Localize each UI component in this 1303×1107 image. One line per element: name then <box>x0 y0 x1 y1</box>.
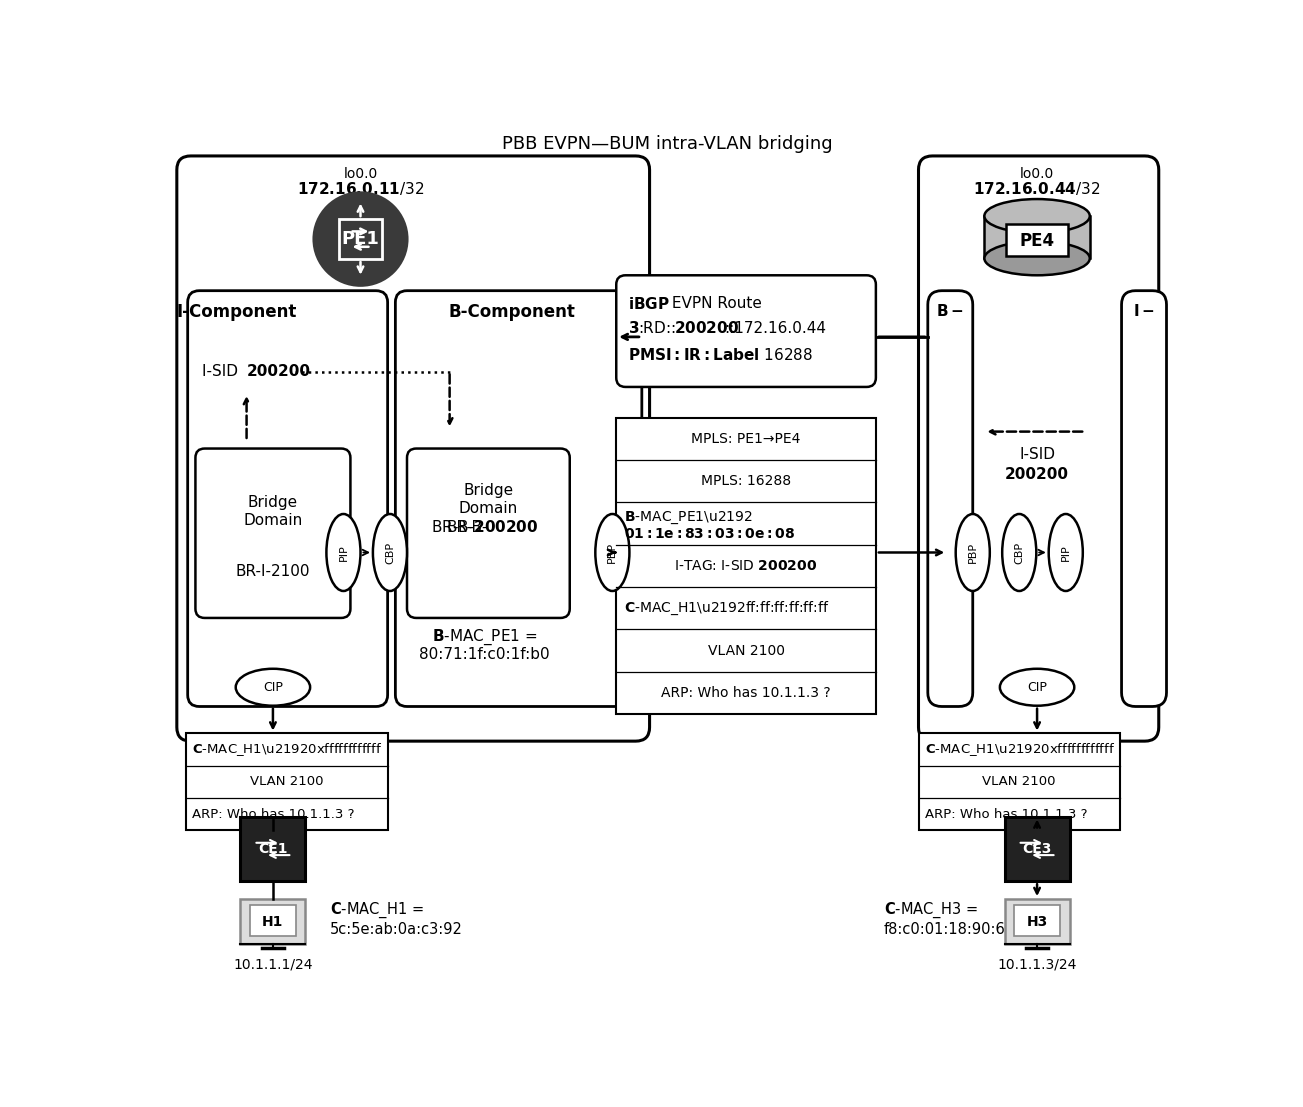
Text: PIP: PIP <box>339 545 348 561</box>
Text: $\bf{B-}$: $\bf{B-}$ <box>937 303 964 320</box>
Bar <box>339 219 382 259</box>
Text: B-Component: B-Component <box>448 303 575 321</box>
FancyBboxPatch shape <box>616 276 876 387</box>
Text: $\bf{01:1e:83:03:0e:08}$: $\bf{01:1e:83:03:0e:08}$ <box>624 527 795 541</box>
Text: $\bf{iBGP}$: $\bf{iBGP}$ <box>628 296 670 312</box>
Text: CBP: CBP <box>1014 541 1024 563</box>
Bar <box>240 817 305 881</box>
Text: Domain: Domain <box>244 513 302 528</box>
Bar <box>1005 899 1070 943</box>
Ellipse shape <box>236 669 310 706</box>
Ellipse shape <box>984 241 1089 276</box>
Bar <box>1014 906 1061 935</box>
Text: I-SID: I-SID <box>1019 447 1055 463</box>
Text: $\bf{C}$-MAC_H1\u21920xffffffffffff: $\bf{C}$-MAC_H1\u21920xffffffffffff <box>925 742 1115 758</box>
Text: $\bf{C}$-MAC_H3 =: $\bf{C}$-MAC_H3 = <box>883 901 977 920</box>
Text: ::172.16.0.44: ::172.16.0.44 <box>724 321 826 335</box>
Bar <box>616 417 876 714</box>
Text: CBP: CBP <box>384 541 395 563</box>
Text: 10.1.1.3/24: 10.1.1.3/24 <box>997 958 1076 972</box>
Text: H3: H3 <box>1027 915 1048 929</box>
Ellipse shape <box>313 192 409 287</box>
FancyBboxPatch shape <box>1122 291 1166 706</box>
Text: PBP: PBP <box>968 542 977 563</box>
Bar <box>984 216 1089 258</box>
FancyBboxPatch shape <box>188 291 387 706</box>
Text: MPLS: PE1→PE4: MPLS: PE1→PE4 <box>692 432 801 446</box>
Text: Bridge: Bridge <box>248 495 298 510</box>
FancyBboxPatch shape <box>919 156 1158 742</box>
Text: CE3: CE3 <box>1023 842 1052 856</box>
Text: CIP: CIP <box>1027 681 1048 694</box>
Bar <box>250 906 296 935</box>
Text: $\bf{C}$-MAC_H1\u2192ff:ff:ff:ff:ff:ff: $\bf{C}$-MAC_H1\u2192ff:ff:ff:ff:ff:ff <box>624 600 830 617</box>
Ellipse shape <box>999 669 1074 706</box>
FancyBboxPatch shape <box>928 291 973 706</box>
Text: Bridge: Bridge <box>464 484 513 498</box>
FancyBboxPatch shape <box>195 448 351 618</box>
Text: 200200: 200200 <box>246 364 310 379</box>
Text: BR-B-$\bf{200200}$: BR-B-$\bf{200200}$ <box>431 519 538 535</box>
Text: 80:71:1f:c0:1f:b0: 80:71:1f:c0:1f:b0 <box>420 648 550 662</box>
Text: $\bf{B}$-MAC_PE1\u2192: $\bf{B}$-MAC_PE1\u2192 <box>624 509 753 526</box>
Text: H1: H1 <box>262 915 284 929</box>
Text: VLAN 2100: VLAN 2100 <box>708 643 784 658</box>
Text: MPLS: 16288: MPLS: 16288 <box>701 474 791 488</box>
Bar <box>186 734 387 830</box>
Text: PIP: PIP <box>1061 545 1071 561</box>
Text: PBB EVPN—BUM intra-VLAN bridging: PBB EVPN—BUM intra-VLAN bridging <box>502 135 833 154</box>
Text: 200200: 200200 <box>1005 467 1068 483</box>
Text: ARP: Who has 10.1.1.3 ?: ARP: Who has 10.1.1.3 ? <box>925 808 1087 820</box>
Text: 5c:5e:ab:0a:c3:92: 5c:5e:ab:0a:c3:92 <box>330 922 463 938</box>
Text: I-TAG: I-SID $\bf{200200}$: I-TAG: I-SID $\bf{200200}$ <box>675 559 818 573</box>
Bar <box>1006 224 1068 256</box>
Text: ARP: Who has 10.1.1.3 ?: ARP: Who has 10.1.1.3 ? <box>661 686 831 700</box>
Text: $\bf{3}$:RD::: $\bf{3}$:RD:: <box>628 320 675 337</box>
Text: PBP: PBP <box>607 542 618 563</box>
Ellipse shape <box>984 199 1089 232</box>
Text: lo0.0: lo0.0 <box>1020 167 1054 180</box>
Ellipse shape <box>595 514 629 591</box>
Ellipse shape <box>326 514 361 591</box>
Text: VLAN 2100: VLAN 2100 <box>250 775 323 788</box>
Text: CIP: CIP <box>263 681 283 694</box>
Text: VLAN 2100: VLAN 2100 <box>982 775 1055 788</box>
Text: CE1: CE1 <box>258 842 288 856</box>
Text: $\bf{C}$-MAC_H1 =: $\bf{C}$-MAC_H1 = <box>330 901 423 920</box>
FancyBboxPatch shape <box>395 291 642 706</box>
Text: EVPN Route: EVPN Route <box>667 297 761 311</box>
Text: ARP: Who has 10.1.1.3 ?: ARP: Who has 10.1.1.3 ? <box>193 808 354 820</box>
Text: f8:c0:01:18:90:69: f8:c0:01:18:90:69 <box>883 922 1015 938</box>
Text: I-Component: I-Component <box>176 303 297 321</box>
Text: $\bf{200200}$: $\bf{200200}$ <box>674 320 739 337</box>
FancyBboxPatch shape <box>177 156 650 742</box>
Text: $\bf{C}$-MAC_H1\u21920xffffffffffff: $\bf{C}$-MAC_H1\u21920xffffffffffff <box>193 742 383 758</box>
Bar <box>919 734 1121 830</box>
Text: lo0.0: lo0.0 <box>344 167 378 180</box>
Text: 10.1.1.1/24: 10.1.1.1/24 <box>233 958 313 972</box>
Text: PE1: PE1 <box>341 230 379 248</box>
Text: $\bf{172.16.0.11}$/32: $\bf{172.16.0.11}$/32 <box>297 179 423 197</box>
FancyBboxPatch shape <box>407 448 569 618</box>
Text: I-SID: I-SID <box>202 364 242 379</box>
Text: PE4: PE4 <box>1019 231 1054 250</box>
Text: Domain: Domain <box>459 501 519 516</box>
Text: BR-I-2100: BR-I-2100 <box>236 565 310 579</box>
Ellipse shape <box>1049 514 1083 591</box>
Ellipse shape <box>1002 514 1036 591</box>
Text: $\bf{B}$-MAC_PE1 =: $\bf{B}$-MAC_PE1 = <box>431 628 537 646</box>
Text: $\bf{PMSI: IR: Label}$ 16288: $\bf{PMSI: IR: Label}$ 16288 <box>628 346 813 363</box>
Ellipse shape <box>955 514 990 591</box>
Ellipse shape <box>373 514 407 591</box>
Text: $\bf{I-}$: $\bf{I-}$ <box>1134 303 1154 320</box>
Bar <box>1005 817 1070 881</box>
Text: $\bf{172.16.0.44}$/32: $\bf{172.16.0.44}$/32 <box>973 179 1101 197</box>
Text: BR-B-: BR-B- <box>447 519 489 535</box>
Bar <box>240 899 305 943</box>
